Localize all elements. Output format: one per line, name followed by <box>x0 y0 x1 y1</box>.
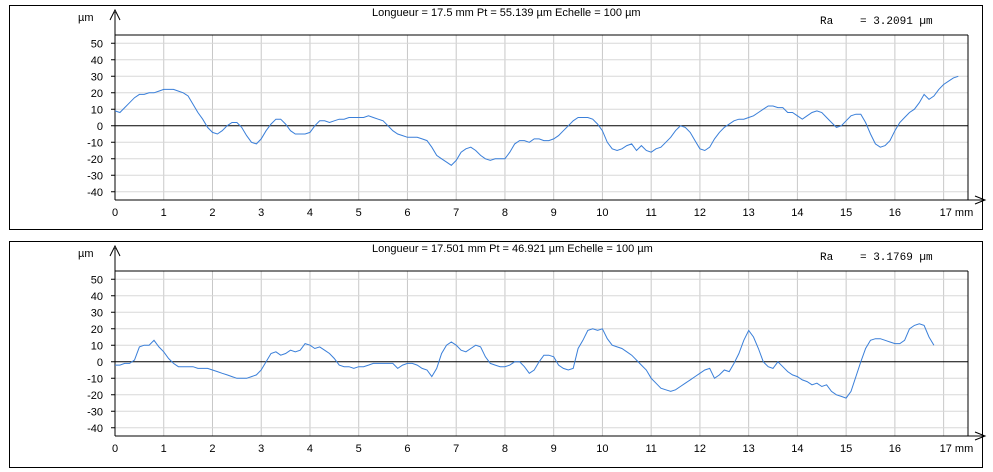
y-tick-label: -40 <box>87 423 103 435</box>
x-tick-label: 2 <box>209 207 215 219</box>
x-axis-arrow <box>974 195 987 205</box>
y-tick-label: -20 <box>87 390 103 402</box>
chart-title: Longueur = 17.5 mm Pt = 55.139 µm Echell… <box>372 7 641 19</box>
y-axis-arrow <box>109 8 121 21</box>
y-tick-label: -40 <box>87 187 103 199</box>
chart-frame <box>9 241 983 468</box>
profile-line <box>114 75 959 166</box>
y-tick-label: 20 <box>91 324 103 336</box>
chart-frame <box>9 5 983 230</box>
x-axis-arrow <box>974 431 987 441</box>
x-tick-label: 13 <box>743 443 755 455</box>
x-tick-label: 15 <box>840 207 852 219</box>
y-tick-label: 30 <box>91 307 103 319</box>
y-tick-label: -30 <box>87 406 103 418</box>
x-tick-label: 2 <box>209 443 215 455</box>
x-tick-label: 5 <box>356 443 362 455</box>
profile-panel-1: 50 40 30 20 10 0 -10 -20 -30 -40 0 1 2 3 4 5 6 7 8 9 10 11 12 1… <box>0 0 993 234</box>
y-tick-label: 50 <box>91 274 103 286</box>
x-tick-label: 3 <box>258 443 264 455</box>
x-tick-label: 10 <box>596 443 608 455</box>
ra-value: = 3.1769 µm <box>860 252 933 264</box>
y-tick-label: 40 <box>91 291 103 303</box>
x-tick-label: 5 <box>356 207 362 219</box>
x-tick-label: 15 <box>840 443 852 455</box>
x-tick-label: 1 <box>161 443 167 455</box>
x-tick-label: 7 <box>453 207 459 219</box>
y-tick-label: -10 <box>87 137 103 149</box>
x-tick-label: 0 <box>112 443 118 455</box>
x-tick-label: 12 <box>694 207 706 219</box>
x-tick-label: 1 <box>161 207 167 219</box>
ra-label: Ra <box>820 16 834 28</box>
x-tick-label: 17 mm <box>940 207 974 219</box>
chart-title: Longueur = 17.501 mm Pt = 46.921 µm Eche… <box>372 243 653 255</box>
ra-label: Ra <box>820 252 834 264</box>
y-axis-label: µm <box>78 248 94 260</box>
x-tick-label: 9 <box>551 207 557 219</box>
x-tick-label: 11 <box>645 443 656 455</box>
x-tick-label: 13 <box>743 207 755 219</box>
y-axis-label: µm <box>78 12 94 24</box>
y-tick-label: -30 <box>87 170 103 182</box>
x-tick-label: 8 <box>502 207 508 219</box>
x-tick-label: 7 <box>453 443 459 455</box>
x-tick-label: 3 <box>258 207 264 219</box>
x-tick-label: 17 mm <box>940 443 974 455</box>
y-tick-label: -20 <box>87 154 103 166</box>
x-tick-label: 14 <box>791 443 803 455</box>
y-tick-label: -10 <box>87 373 103 385</box>
y-tick-label: 10 <box>91 104 103 116</box>
y-tick-label: 10 <box>91 340 103 352</box>
ra-value: = 3.2091 µm <box>860 16 933 28</box>
y-tick-label: 20 <box>91 88 103 100</box>
x-tick-label: 6 <box>404 443 410 455</box>
y-tick-label: 0 <box>97 121 103 133</box>
x-tick-label: 8 <box>502 443 508 455</box>
y-tick-label: 40 <box>91 55 103 67</box>
profile-panel-2: 50 40 30 20 10 0 -10 -20 -30 -40 0 1 2 3 4 5 6 7 8 9 10 11 12 1… <box>0 236 993 472</box>
x-tick-label: 16 <box>889 443 901 455</box>
x-tick-label: 16 <box>889 207 901 219</box>
x-tick-label: 6 <box>404 207 410 219</box>
x-tick-label: 0 <box>112 207 118 219</box>
x-tick-label: 14 <box>791 207 803 219</box>
x-tick-label: 11 <box>645 207 656 219</box>
x-tick-label: 10 <box>596 207 608 219</box>
x-tick-label: 12 <box>694 443 706 455</box>
x-tick-label: 4 <box>307 207 313 219</box>
y-tick-label: 0 <box>97 357 103 369</box>
y-tick-label: 50 <box>91 38 103 50</box>
x-tick-label: 4 <box>307 443 313 455</box>
y-axis-arrow <box>109 244 121 257</box>
profile-line <box>115 323 935 399</box>
y-tick-label: 30 <box>91 71 103 83</box>
x-tick-label: 9 <box>551 443 557 455</box>
